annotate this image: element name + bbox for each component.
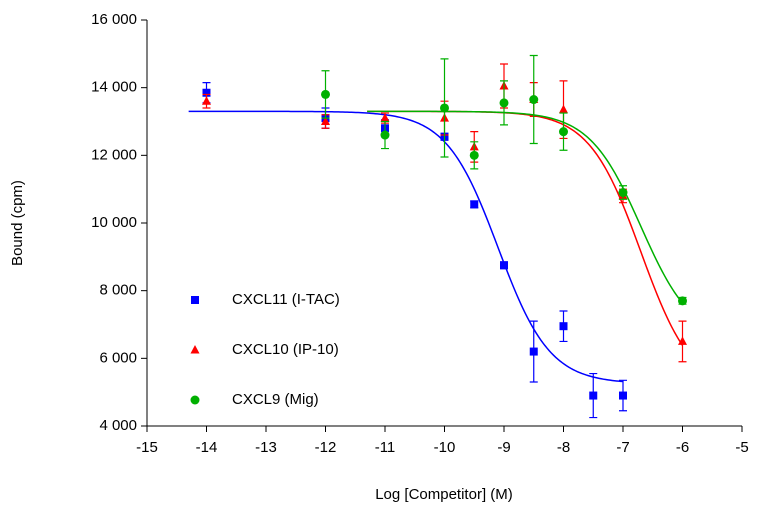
data-point <box>500 261 508 270</box>
x-tick-label: -7 <box>616 439 629 456</box>
data-point <box>559 322 568 331</box>
y-tick-label: 8 000 <box>99 282 137 299</box>
x-tick-label: -13 <box>255 439 277 456</box>
x-tick-label: -9 <box>497 439 510 456</box>
x-tick-label: -8 <box>557 439 570 456</box>
data-point <box>678 296 687 306</box>
legend-marker <box>190 345 200 354</box>
x-tick-label: -11 <box>375 439 396 456</box>
fit-curve <box>188 110 624 383</box>
y-tick-label: 16 000 <box>91 11 137 28</box>
y-tick-label: 14 000 <box>91 79 137 96</box>
data-point <box>529 95 539 105</box>
data-point <box>529 347 538 356</box>
x-tick-label: -5 <box>735 439 748 456</box>
data-point <box>619 391 627 400</box>
data-point <box>559 127 568 137</box>
data-point <box>469 150 479 160</box>
data-point <box>202 96 211 105</box>
data-point <box>380 113 390 122</box>
x-axis-label: Log [Competitor] (M) <box>375 486 513 503</box>
legend-label: CXCL9 (Mig) <box>232 391 319 408</box>
y-tick-label: 10 000 <box>91 214 137 231</box>
data-point <box>618 188 628 198</box>
data-point <box>499 98 509 108</box>
fit-curve <box>367 110 684 346</box>
x-tick-label: -15 <box>136 439 158 456</box>
data-point <box>202 88 211 97</box>
data-point <box>380 130 390 140</box>
x-tick-label: -10 <box>434 439 456 456</box>
data-point <box>678 336 687 345</box>
y-tick-label: 6 000 <box>99 349 137 366</box>
data-point <box>589 391 598 400</box>
x-tick-label: -12 <box>315 439 337 456</box>
y-tick-label: 12 000 <box>91 146 137 163</box>
data-point <box>470 200 479 209</box>
legend-marker <box>190 395 200 405</box>
data-point <box>321 89 330 99</box>
legend-marker <box>191 296 199 304</box>
legend-label: CXCL11 (I-TAC) <box>232 291 340 308</box>
legend-label: CXCL10 (IP-10) <box>232 341 339 358</box>
y-axis-label: Bound (cpm) <box>9 180 26 266</box>
data-point <box>559 104 568 114</box>
y-tick-label: 4 000 <box>99 417 137 434</box>
x-tick-label: -6 <box>676 439 689 456</box>
x-tick-label: -14 <box>196 439 218 456</box>
data-point <box>321 116 330 125</box>
data-point <box>440 103 449 113</box>
fit-curve <box>367 110 684 304</box>
